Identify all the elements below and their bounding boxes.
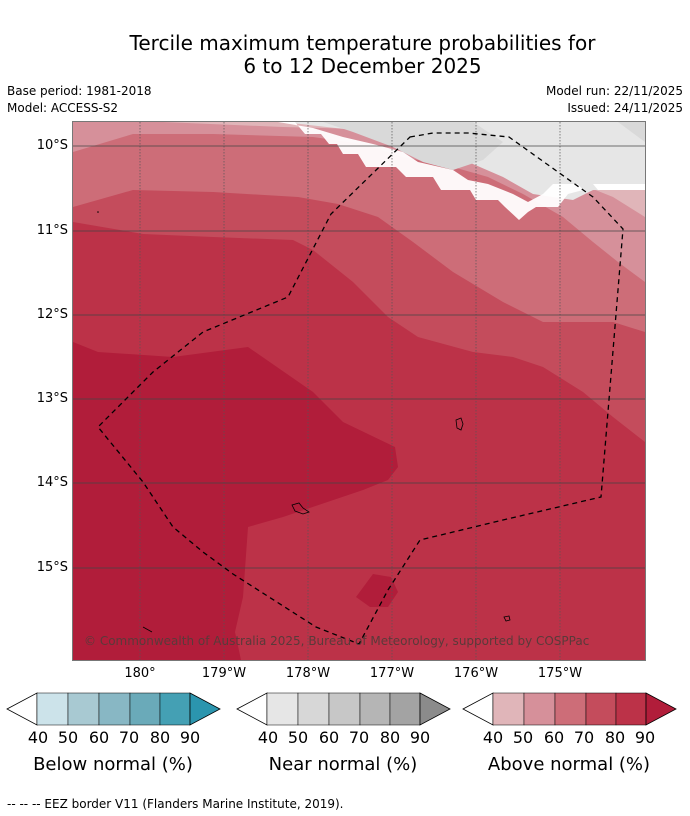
tick-label: 80 (379, 728, 401, 747)
colorbar-swatch-50 (67, 692, 100, 726)
colorbar-swatch-90 (645, 692, 677, 726)
tick-label: 40 (257, 728, 279, 747)
eez-border (97, 132, 624, 645)
map-title-line-2: 6 to 12 December 2025 (243, 54, 482, 78)
colorbar-label-near-normal: Near normal (%) (268, 754, 418, 775)
probability-map: © Commonwealth of Australia 2025, Bureau… (73, 122, 645, 660)
eez-footnote: -- -- -- EEZ border V11 (Flanders Marine… (7, 797, 344, 811)
graticule-lon (139, 122, 561, 660)
lon-label-177w: 177°W (369, 666, 415, 681)
island-dot (97, 211, 99, 213)
colorbar-swatch-40 (36, 692, 69, 726)
tick-label: 60 (318, 728, 340, 747)
lat-label-15s: 15°S (36, 560, 68, 575)
lat-label-13s: 13°S (36, 391, 68, 406)
model-run: Model run: 22/11/2025 (545, 84, 683, 98)
colorbar-swatch-70 (585, 692, 617, 726)
tick-label: 70 (118, 728, 140, 747)
lon-label-175w: 175°W (537, 666, 583, 681)
colorbar-swatch-40 (492, 692, 525, 726)
map-title-line-1: Tercile maximum temperature probabilitie… (129, 31, 596, 55)
colorbar-swatch-80 (615, 692, 647, 726)
probability-map-canvas (73, 122, 645, 660)
colorbar-swatch-50 (297, 692, 330, 726)
lon-label-176w: 176°W (453, 666, 499, 681)
lat-label-10s: 10°S (36, 138, 68, 153)
model-name: Model: ACCESS-S2 (7, 101, 119, 115)
lat-label-14s: 14°S (36, 475, 68, 490)
colorbar-label-above-normal: Above normal (%) (487, 754, 651, 775)
colorbar-below-normal (6, 692, 221, 726)
tick-label: 90 (409, 728, 431, 747)
island-small (503, 615, 511, 622)
zone-above-90-patch (356, 574, 398, 607)
tick-label: 60 (88, 728, 110, 747)
colorbar-swatch-40 (266, 692, 299, 726)
copyright-notice: © Commonwealth of Australia 2025, Bureau… (84, 634, 590, 648)
colorbar-swatch-50 (523, 692, 556, 726)
tick-label: 50 (287, 728, 309, 747)
tick-label: 40 (482, 728, 504, 747)
tick-label: 70 (573, 728, 595, 747)
tick-label: 90 (179, 728, 201, 747)
lon-label-180: 180° (124, 666, 156, 681)
colorbar-label-below-normal: Below normal (%) (33, 754, 193, 775)
island-futuna (291, 502, 310, 515)
tick-label: 90 (634, 728, 656, 747)
lat-label-11s: 11°S (36, 223, 68, 238)
island-wallis (455, 417, 464, 431)
tick-label: 80 (149, 728, 171, 747)
tick-label: 60 (543, 728, 565, 747)
map-frame (72, 121, 646, 661)
issued-date: Issued: 24/11/2025 (567, 101, 683, 115)
colorbar-above-normal (462, 692, 677, 726)
tick-label: 80 (604, 728, 626, 747)
tick-label: 50 (57, 728, 79, 747)
graticule-lat (73, 145, 645, 569)
lon-label-179w: 179°W (201, 666, 247, 681)
colorbar-swatch-90 (189, 692, 221, 726)
colorbar-swatch-60 (554, 692, 587, 726)
tick-label: 50 (512, 728, 534, 747)
lat-label-12s: 12°S (36, 307, 68, 322)
colorbar-swatch-70 (359, 692, 391, 726)
colorbar-swatch-60 (328, 692, 361, 726)
colorbar-near-normal (236, 692, 451, 726)
lon-label-178w: 178°W (285, 666, 331, 681)
island-tiny (142, 626, 153, 633)
colorbar-swatch-60 (98, 692, 131, 726)
zone-near-40 (283, 122, 645, 200)
base-period: Base period: 1981-2018 (7, 84, 152, 98)
colorbar-swatch-80 (389, 692, 421, 726)
colorbar-swatch-80 (159, 692, 191, 726)
tick-label: 40 (27, 728, 49, 747)
white-gap (278, 122, 583, 220)
colorbar-swatch-70 (129, 692, 161, 726)
tick-label: 70 (348, 728, 370, 747)
white-gap-right (593, 184, 645, 190)
colorbar-swatch-90 (419, 692, 451, 726)
